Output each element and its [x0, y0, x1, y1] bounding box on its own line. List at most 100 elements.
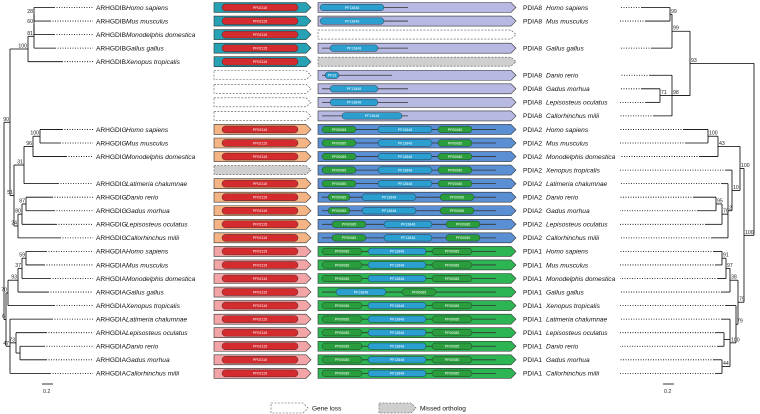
- domain-label: PF00085: [445, 277, 460, 281]
- arhgdi-row: PF02115: [213, 137, 312, 149]
- gene-name: ARHGDIA: [96, 249, 127, 256]
- pdia-row: PF00085 PF13848 PF00085: [317, 368, 517, 379]
- species-name: Danio rerio: [546, 344, 579, 351]
- pf00085-domain: [327, 193, 351, 201]
- arhgdi-row: PF02115: [213, 232, 312, 244]
- species-name: Xenopus tropicalis: [545, 303, 601, 310]
- gene-name: ARHGDIB: [96, 5, 127, 12]
- domain-label: PF02115: [253, 290, 267, 294]
- species-name: Mus musculus: [546, 262, 589, 269]
- right-leaf-label: PDIA1 Gallus gallus: [523, 289, 584, 296]
- species-name: Gallus gallus: [126, 45, 164, 52]
- pdia-row: PF00085 PF13848 PF00085: [317, 354, 517, 366]
- gene-name: PDIA1: [523, 330, 542, 337]
- pf00085-domain: [321, 261, 363, 269]
- gene-name: PDIA1: [523, 357, 542, 364]
- domain-label: PF00085: [332, 209, 347, 213]
- pf13848-domain: [341, 112, 403, 120]
- gene-name: ARHGDIG: [96, 222, 127, 229]
- gene-name: PDIA8: [523, 73, 542, 80]
- bootstrap-value: 24: [11, 220, 17, 226]
- pf13848-domain: [367, 275, 427, 282]
- gene-name: ARHGDIB: [96, 32, 127, 39]
- domain-label: PF02115: [253, 155, 267, 159]
- species-name: Homo sapiens: [126, 5, 169, 12]
- pf00085-domain: [321, 125, 357, 133]
- domain-label: PF00085: [450, 196, 465, 200]
- scale-bar-right-label: 0.2: [664, 389, 671, 395]
- pdia-row: PF00085 PF13848 PF00085: [317, 124, 517, 135]
- domain-label: PF13848: [345, 19, 360, 23]
- gene-name: PDIA1: [523, 371, 542, 378]
- pf02115-domain: [221, 301, 299, 310]
- left-leaf-label: ARHGDIA Danio rerio: [96, 344, 159, 351]
- domain-label: PF02115: [253, 46, 267, 50]
- domain-label: PF13848: [390, 277, 405, 281]
- gene-name: ARHGDIG: [96, 181, 127, 188]
- left-leaf-label: ARHGDIG Latimeria chalumnae: [96, 181, 188, 188]
- pf00085-domain: [437, 180, 473, 188]
- pf00085-domain: [445, 220, 481, 228]
- domain-label: PF13848: [390, 304, 405, 308]
- bootstrap-value: 97: [727, 263, 733, 269]
- left-leaf-label: ARHGDIA Xenopus tropicalis: [96, 303, 181, 310]
- arhgdi-row: [213, 165, 312, 175]
- pf13848-domain: [367, 261, 427, 269]
- species-name: Mus musculus: [126, 18, 169, 25]
- arhgdi-row: PF02115: [213, 29, 312, 40]
- pf13848-domain: [367, 247, 427, 255]
- domain-label: PF00085: [335, 345, 350, 349]
- right-leaf-label: PDIA2 Latimeria chalumnae: [523, 181, 608, 188]
- pf00085-domain: [437, 166, 473, 174]
- species-name: Gadus morhua: [546, 357, 590, 364]
- arhgdi-row: PF02115: [213, 124, 312, 135]
- missed-ortholog-box: [213, 165, 312, 175]
- right-leaf-label: PDIA8 Gadus morhua: [523, 86, 590, 93]
- pf00085-domain: [321, 315, 363, 323]
- right-leaf-label: PDIA1 Lepisosteus oculatus: [523, 330, 608, 337]
- gene-name: PDIA2: [523, 235, 542, 242]
- legend-missed-ortholog: Missed ortholog: [420, 406, 466, 413]
- domain-label: PF02115: [253, 345, 267, 349]
- species-name: Xenopus tropicalis: [125, 303, 181, 310]
- left-leaf-label: ARHGDIA Callorhinchus milii: [96, 371, 180, 378]
- species-name: Gallus gallus: [126, 289, 164, 296]
- right-leaf-label: PDIA8 Mus musculus: [523, 18, 589, 25]
- domain-label: PF00085: [342, 223, 357, 227]
- bootstrap-value: 87: [19, 198, 25, 204]
- species-name: Mus musculus: [546, 18, 589, 25]
- pf00085-domain: [321, 153, 357, 161]
- pf13848-domain: [377, 180, 433, 188]
- left-leaf-label: ARHGDIB Homo sapiens: [96, 5, 169, 12]
- domain-label: PF13848: [347, 46, 362, 50]
- pf00085-domain: [321, 329, 363, 337]
- species-name: Latimeria chalumnae: [546, 316, 608, 323]
- domain-label: PF13848: [401, 223, 416, 227]
- pf02115-domain: [221, 44, 299, 52]
- species-name: Gallus gallus: [546, 289, 584, 296]
- right-gene-labels: PDIA8 Homo sapiens PDIA8 Mus musculus PDIA8 G…: [523, 5, 616, 378]
- pf02115-domain: [221, 356, 299, 364]
- missed-ortholog-box: [317, 56, 517, 67]
- pf13848-domain: [329, 44, 379, 52]
- species-name: Gadus morhua: [126, 208, 170, 215]
- domain-label: PF02115: [253, 372, 267, 376]
- pf00085-domain: [321, 139, 357, 147]
- pdia-row: PF00085 PF13848 PF00085: [317, 327, 517, 339]
- arhgdi-row: PF02115: [213, 313, 312, 325]
- domain-label: PF00085: [332, 168, 347, 172]
- domain-label: PF00085: [445, 250, 460, 254]
- bootstrap-value: 71: [661, 90, 667, 96]
- domain-label: PF13848: [398, 155, 413, 159]
- bootstrap-value: 28: [27, 9, 33, 15]
- gene-loss-box: [213, 84, 312, 94]
- species-name: Monodelphis domestica: [126, 154, 196, 161]
- domain-label: PF13848: [390, 358, 405, 362]
- right-leaf-label: PDIA8 Homo sapiens: [523, 5, 589, 12]
- domain-label: PF13848: [382, 196, 397, 200]
- pf13848-domain: [319, 4, 385, 11]
- species-name: Mus musculus: [126, 262, 169, 269]
- left-leaf-label: ARHGDIA Latimeria chalumnae: [96, 316, 188, 323]
- gene-name: PDIA8: [523, 45, 542, 52]
